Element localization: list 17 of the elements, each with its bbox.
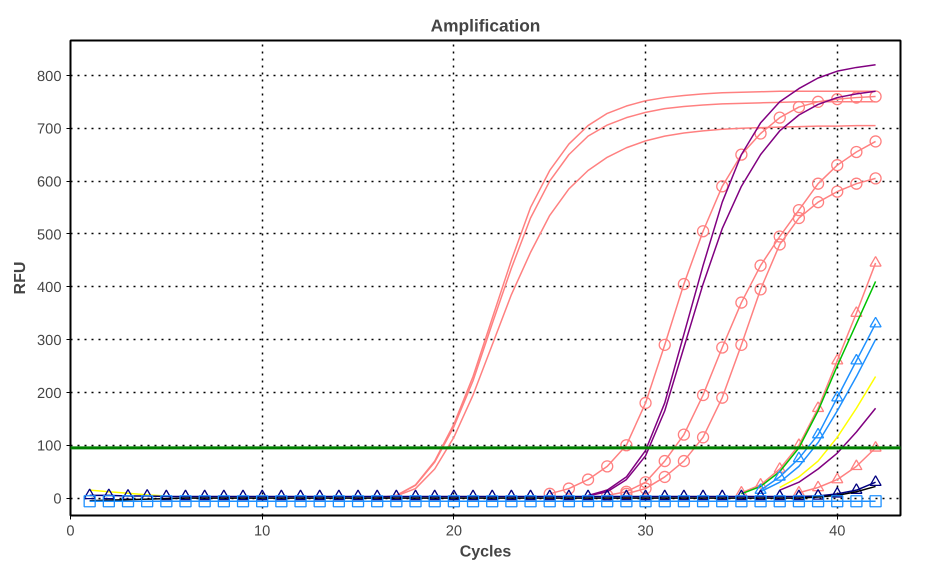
y-tick-label: 100 xyxy=(37,438,62,455)
y-tick-label: 800 xyxy=(37,68,62,85)
x-tick-label: 10 xyxy=(254,524,270,540)
x-axis-title: Cycles xyxy=(460,544,512,560)
x-tick-label: 20 xyxy=(446,524,462,540)
x-tick-label: 0 xyxy=(66,524,75,540)
x-tick-label: 30 xyxy=(637,524,654,540)
x-tick-label: 40 xyxy=(829,524,846,540)
y-tick-label: 600 xyxy=(37,174,62,191)
y-tick-label: 500 xyxy=(37,227,62,244)
y-tick-label: 0 xyxy=(53,492,62,508)
y-tick-label: 200 xyxy=(37,386,62,402)
y-tick-label: 400 xyxy=(37,280,62,296)
chart-title: Amplification xyxy=(430,16,540,36)
y-tick-label: 700 xyxy=(37,122,62,138)
y-axis-title: RFU xyxy=(12,262,30,294)
y-tick-label: 300 xyxy=(37,333,62,350)
